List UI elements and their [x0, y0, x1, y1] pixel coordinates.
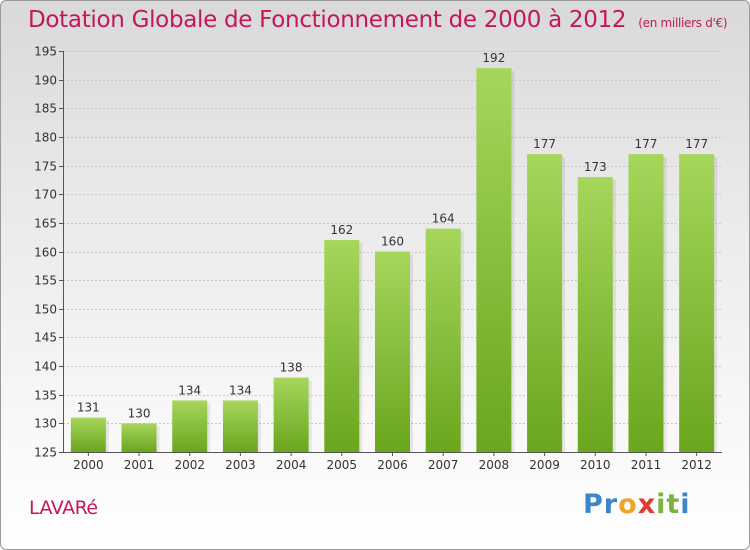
x-tick-label: 2004	[276, 458, 307, 472]
data-label: 131	[77, 401, 100, 415]
commune-name: LAVARé	[29, 497, 98, 519]
bars	[70, 68, 718, 452]
logo-letter: i	[656, 489, 667, 520]
bar	[70, 417, 106, 452]
data-label: 177	[685, 137, 708, 151]
bar	[628, 154, 664, 452]
bar	[324, 240, 360, 452]
x-tick-label: 2005	[327, 458, 358, 472]
bar	[172, 400, 208, 452]
y-tick-label: 160	[34, 246, 57, 260]
bar	[527, 154, 563, 452]
data-label: 162	[330, 223, 353, 237]
y-tick-label: 190	[34, 74, 57, 88]
y-tick-label: 130	[34, 417, 57, 431]
y-tick-label: 150	[34, 303, 57, 317]
y-tick-label: 175	[34, 160, 57, 174]
logo-letter: r	[603, 489, 619, 520]
bar	[375, 251, 410, 452]
y-tick-label: 135	[34, 389, 57, 403]
proxiti-logo[interactable]: Proxiti	[583, 489, 691, 520]
x-tick-label: 2006	[377, 458, 408, 472]
data-label: 134	[178, 383, 201, 397]
bar	[679, 154, 715, 452]
x-tick-label: 2001	[124, 458, 155, 472]
x-tick-label: 2008	[479, 458, 510, 472]
logo-letter: x	[637, 489, 657, 520]
y-tick-labels: 125 130 135 140 145 150 155 160 165 170 175 180 185 1…	[34, 45, 63, 460]
data-label: 177	[635, 137, 658, 151]
x-tick-label: 2009	[529, 458, 560, 472]
data-label: 134	[229, 383, 252, 397]
x-tick-label: 2002	[174, 458, 205, 472]
x-tick-label: 2010	[580, 458, 611, 472]
data-label: 164	[432, 212, 455, 226]
data-label: 173	[584, 160, 607, 174]
y-tick-label: 185	[34, 102, 57, 116]
x-tick-label: 2007	[428, 458, 459, 472]
y-tick-label: 195	[34, 45, 57, 59]
x-tick-labels: 2000 2001 2002 2003 2004 2005 2006 2007 2008 2009…	[73, 452, 712, 472]
chart-subtitle: (en milliers d'€)	[638, 16, 728, 30]
bar	[476, 68, 512, 452]
bar	[121, 423, 157, 452]
chart-title-text: Dotation Globale de Fonctionnement de 20…	[28, 7, 627, 33]
y-tick-label: 140	[34, 360, 57, 374]
data-label: 138	[280, 361, 303, 375]
data-labels: 131 130 134 134 138 162 160 164 192 177 173 177 177	[77, 51, 708, 420]
chart-title: Dotation Globale de Fonctionnement de 20…	[28, 7, 728, 33]
logo-letter: i	[680, 489, 691, 520]
bar	[222, 400, 258, 452]
data-label: 130	[128, 406, 151, 420]
data-label: 160	[381, 235, 404, 249]
x-tick-label: 2003	[225, 458, 256, 472]
y-tick-label: 170	[34, 188, 57, 202]
x-tick-label: 2000	[73, 458, 104, 472]
y-tick-label: 165	[34, 217, 57, 231]
bar	[273, 377, 309, 452]
y-tick-label: 145	[34, 331, 57, 345]
x-tick-label: 2011	[631, 458, 662, 472]
data-label: 192	[482, 51, 505, 65]
bar	[425, 228, 461, 452]
data-label: 177	[533, 137, 556, 151]
y-tick-label: 155	[34, 274, 57, 288]
logo-letter: P	[583, 489, 604, 520]
bar	[577, 177, 613, 452]
y-tick-label: 125	[34, 446, 57, 460]
y-tick-label: 180	[34, 131, 57, 145]
x-tick-label: 2012	[681, 458, 712, 472]
logo-letter: o	[618, 489, 638, 520]
logo-letter: t	[666, 489, 681, 520]
